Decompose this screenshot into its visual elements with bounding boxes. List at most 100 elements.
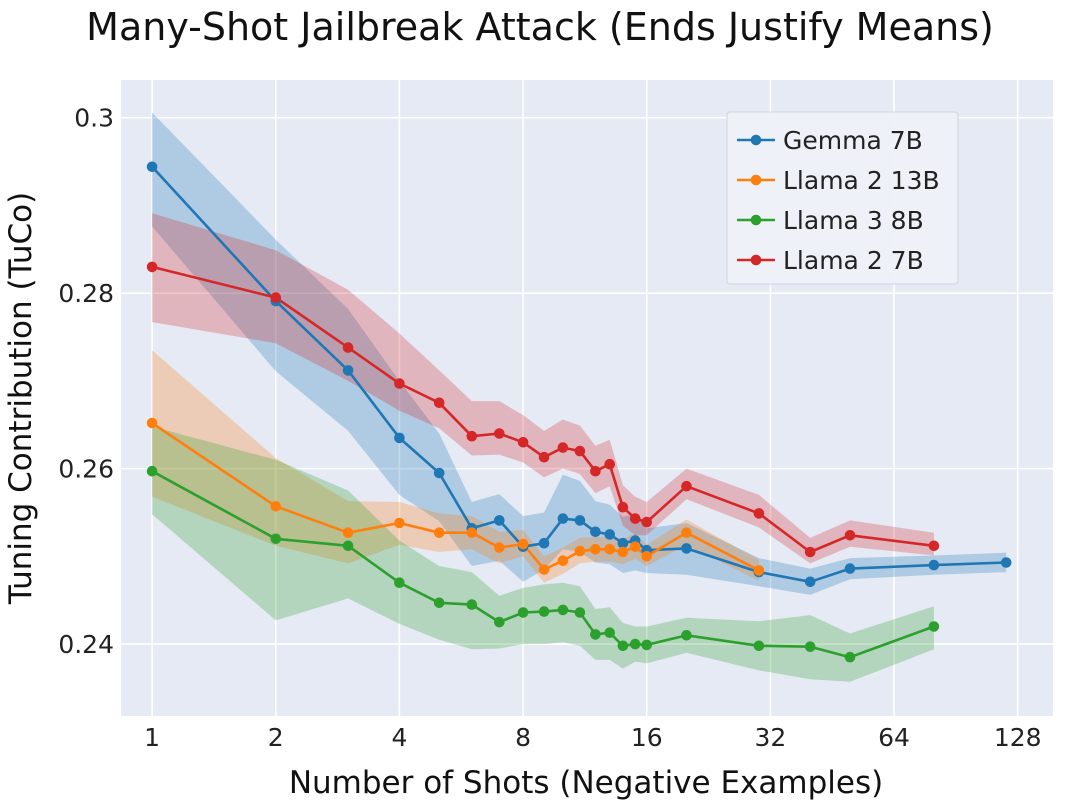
data-point	[433, 467, 445, 479]
data-point	[433, 527, 445, 538]
grid-lines	[121, 80, 1053, 716]
data-point	[494, 428, 505, 439]
data-point	[617, 537, 629, 549]
axis-tick-labels: 1 2 4 8 16 32 64 128 0.24 0.26 0.28 0.3	[58, 104, 1041, 752]
data-point	[753, 640, 765, 652]
data-point	[538, 606, 550, 617]
data-point	[433, 597, 445, 609]
data-point	[804, 576, 816, 588]
data-point	[617, 546, 629, 558]
data-point	[270, 292, 282, 303]
confidence-band-0	[152, 112, 1007, 595]
data-point	[574, 545, 586, 557]
y-tick-label: 0.28	[58, 279, 114, 308]
y-tick-label: 0.26	[58, 455, 114, 484]
x-tick-label: 32	[754, 723, 786, 752]
x-tick-label: 2	[268, 723, 284, 752]
legend-swatch-marker	[750, 214, 762, 226]
confidence-band-3	[152, 213, 934, 564]
data-point	[494, 616, 505, 628]
data-point	[604, 627, 615, 638]
data-point	[342, 365, 354, 376]
legend-swatch-marker	[750, 174, 762, 186]
legend-box	[726, 111, 959, 285]
x-tick-label: 16	[631, 723, 663, 752]
x-tick-label: 1	[144, 723, 160, 752]
data-point	[590, 465, 601, 477]
data-point	[590, 544, 601, 555]
y-axis-label: Tuning Contribution (TuCo)	[3, 192, 39, 605]
x-axis-label: Number of Shots (Negative Examples)	[289, 765, 883, 801]
data-point	[394, 378, 405, 389]
confidence-band-2	[152, 426, 934, 682]
confidence-bands	[152, 112, 1007, 682]
series-points	[146, 161, 1012, 663]
data-point	[629, 638, 641, 650]
data-point	[844, 530, 856, 541]
data-point	[804, 641, 816, 652]
data-point	[517, 437, 529, 448]
data-point	[538, 564, 550, 575]
chart-title: Many-Shot Jailbreak Attack (Ends Justify…	[86, 5, 994, 49]
data-point	[641, 639, 652, 651]
data-point	[617, 501, 629, 513]
data-point	[641, 551, 652, 562]
x-tick-label: 8	[515, 723, 531, 752]
x-tick-label: 64	[878, 723, 910, 752]
data-point	[844, 651, 856, 663]
data-point	[494, 515, 505, 526]
legend-label: Llama 2 13B	[783, 166, 940, 195]
data-point	[557, 513, 569, 524]
data-point	[538, 451, 550, 463]
data-point	[517, 538, 529, 550]
data-point	[928, 540, 940, 552]
series-line-0	[151, 165, 1007, 584]
data-point	[574, 607, 586, 618]
data-point	[681, 543, 692, 554]
data-point	[342, 540, 354, 552]
data-point	[681, 630, 692, 641]
data-point	[394, 517, 405, 529]
data-point	[146, 465, 158, 477]
confidence-band-1	[152, 350, 759, 583]
data-point	[146, 161, 158, 173]
data-point	[466, 430, 478, 442]
data-point	[641, 516, 652, 528]
data-point	[928, 621, 940, 632]
data-point	[394, 432, 405, 444]
data-point	[557, 555, 569, 566]
data-point	[342, 527, 354, 538]
legend-swatch-marker	[750, 134, 762, 146]
data-point	[604, 529, 615, 540]
data-point	[590, 526, 601, 538]
data-point	[629, 541, 641, 552]
legend-swatch-marker	[750, 254, 762, 266]
data-point	[466, 599, 478, 610]
data-point	[753, 565, 765, 576]
data-point	[574, 445, 586, 457]
x-tick-label: 4	[391, 723, 407, 752]
y-tick-label: 0.24	[58, 630, 114, 659]
data-point	[753, 508, 765, 519]
data-point	[681, 480, 692, 492]
data-point	[844, 563, 856, 574]
data-point	[270, 533, 282, 545]
data-point	[433, 397, 445, 409]
data-point	[574, 515, 586, 526]
data-point	[804, 546, 816, 558]
data-point	[557, 604, 569, 616]
legend-label: Llama 2 7B	[783, 246, 924, 275]
data-point	[494, 542, 505, 553]
data-point	[394, 577, 405, 588]
data-point	[604, 544, 615, 555]
data-point	[928, 559, 940, 571]
data-point	[1000, 557, 1012, 568]
data-point	[270, 501, 282, 512]
chart-legend: Gemma 7B Llama 2 13B Llama 3 8B Llama 2 7B	[726, 111, 959, 285]
data-point	[681, 527, 692, 538]
data-point	[538, 537, 550, 549]
data-point	[517, 607, 529, 618]
data-point	[590, 629, 601, 640]
